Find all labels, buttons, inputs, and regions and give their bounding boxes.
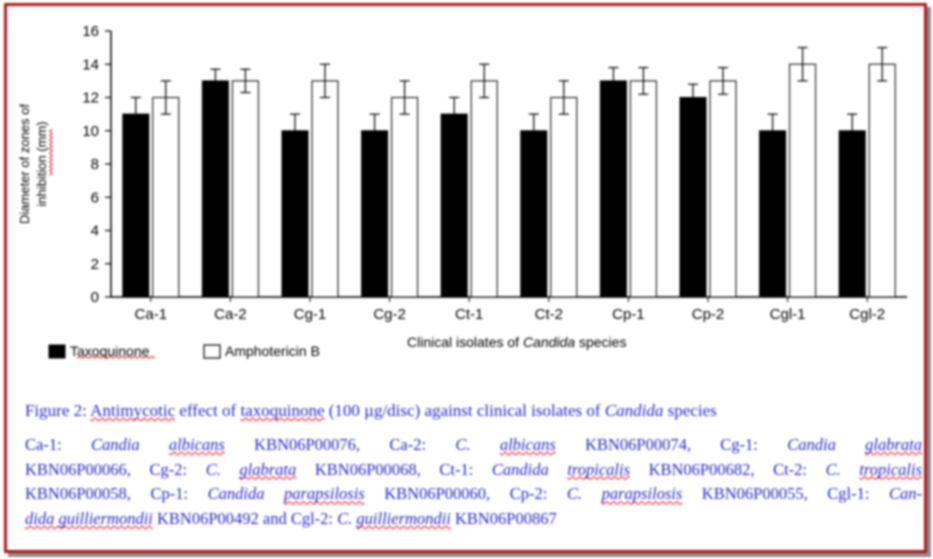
svg-text:16: 16 [82, 23, 99, 40]
svg-text:Ct-2: Ct-2 [535, 306, 563, 323]
svg-text:8: 8 [91, 156, 99, 173]
svg-text:Cg-2: Cg-2 [373, 306, 406, 323]
svg-text:Cgl-2: Cgl-2 [849, 306, 885, 323]
svg-text:Cg-1: Cg-1 [294, 306, 327, 323]
svg-text:6: 6 [91, 189, 99, 206]
svg-text:Cp-2: Cp-2 [692, 306, 725, 323]
svg-text:2: 2 [91, 256, 99, 273]
svg-text:12: 12 [82, 90, 99, 107]
svg-text:Ca-2: Ca-2 [214, 306, 247, 323]
svg-text:inhibition (mm): inhibition (mm) [34, 121, 49, 206]
svg-text:Ct-1: Ct-1 [455, 306, 483, 323]
svg-text:10: 10 [82, 123, 99, 140]
svg-text:Cp-1: Cp-1 [612, 306, 645, 323]
svg-text:Cgl-1: Cgl-1 [770, 306, 806, 323]
svg-text:Ca-1: Ca-1 [135, 306, 168, 323]
svg-text:4: 4 [91, 223, 99, 240]
svg-text:Amphotericin B: Amphotericin B [225, 343, 320, 359]
svg-text:Clinical isolates of Candida s: Clinical isolates of Candida species [407, 334, 626, 350]
svg-text:0: 0 [91, 289, 99, 306]
svg-text:Diameter of zones of: Diameter of zones of [17, 104, 32, 224]
svg-text:14: 14 [82, 56, 99, 73]
